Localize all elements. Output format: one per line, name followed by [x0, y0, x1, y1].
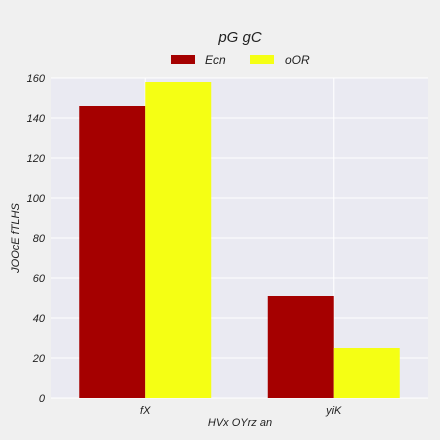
legend-swatch-series-1 — [171, 55, 195, 64]
bar-oOR-yiK — [333, 348, 400, 398]
y-tick-label: 140 — [27, 113, 46, 125]
bars — [79, 82, 400, 398]
x-tick-label: yiK — [325, 405, 342, 417]
x-tick-label: fX — [140, 405, 151, 417]
y-tick-label: 40 — [33, 313, 46, 325]
legend-swatch-series-2 — [250, 55, 274, 64]
y-tick-label: 80 — [33, 233, 46, 245]
y-axis-ticks: 0 20 40 60 80 100 120 140 160 — [27, 73, 46, 405]
x-axis-label: HVx OYrz an — [208, 417, 272, 429]
legend: Ecn oOR — [171, 53, 310, 67]
bar-oOR-fX — [145, 82, 212, 398]
y-tick-label: 60 — [33, 273, 46, 285]
y-tick-label: 100 — [27, 193, 46, 205]
y-tick-label: 120 — [27, 153, 46, 165]
legend-label-series-1: Ecn — [205, 53, 226, 67]
y-tick-label: 20 — [32, 353, 46, 365]
y-tick-label: 0 — [39, 393, 46, 405]
bar-Ecn-yiK — [267, 296, 334, 398]
y-axis-label: JOOcE fTLHS — [10, 203, 22, 274]
legend-label-series-2: oOR — [285, 53, 310, 67]
bar-Ecn-fX — [79, 106, 146, 398]
x-axis-ticks: fX yiK — [140, 405, 342, 417]
chart-title: pG gC — [217, 29, 262, 46]
y-tick-label: 160 — [27, 73, 46, 85]
